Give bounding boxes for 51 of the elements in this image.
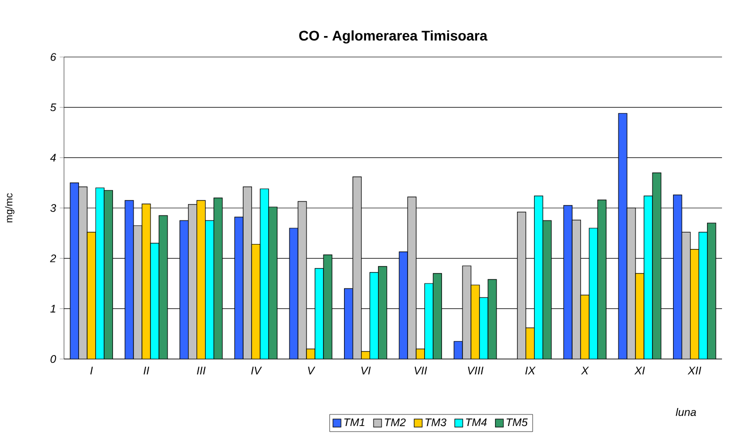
y-tick-label: 2 [50, 254, 56, 262]
legend-label: TM2 [384, 418, 406, 426]
chart-title: CO - Aglomerarea Timisoara [299, 30, 488, 44]
x-tick-label: X [581, 366, 589, 374]
x-tick-label: VI [361, 366, 371, 374]
x-tick-label: IV [251, 366, 262, 374]
bar [534, 196, 544, 359]
x-tick-label: IX [525, 366, 536, 374]
y-tick-label: 6 [50, 53, 56, 61]
bar [407, 196, 416, 359]
bar [597, 200, 606, 359]
bar [682, 232, 691, 359]
bar [188, 204, 198, 359]
bar [572, 220, 581, 359]
bar [424, 283, 434, 359]
y-axis-title: mg/mc [5, 193, 14, 222]
legend-label: TM4 [466, 418, 487, 426]
y-tick-label: 4 [50, 154, 56, 162]
bar [707, 222, 716, 359]
y-tick-label: 0 [50, 355, 56, 363]
x-tick-label: I [90, 366, 93, 374]
bar [214, 198, 223, 359]
bar [95, 188, 104, 359]
x-tick-label: XI [634, 366, 645, 374]
bar [268, 206, 278, 359]
legend-label: TM1 [344, 418, 364, 426]
legend-label: TM5 [506, 418, 528, 426]
bar [378, 266, 388, 359]
bar [78, 186, 88, 359]
bar [205, 220, 214, 359]
bar [242, 186, 252, 359]
y-tick-label: 3 [50, 204, 56, 212]
bar [260, 188, 269, 359]
x-tick-label: XII [688, 366, 702, 374]
bar [542, 220, 552, 359]
x-tick-label: V [308, 366, 316, 374]
x-tick-label: VIII [468, 366, 484, 374]
bar [588, 228, 598, 359]
bar [352, 176, 362, 359]
x-tick-label: III [196, 366, 206, 374]
x-tick-label: II [144, 366, 150, 374]
bar [698, 232, 708, 359]
legend-label: TM3 [425, 418, 446, 426]
bar [517, 212, 526, 359]
bar [370, 272, 379, 359]
y-tick-label: 1 [50, 304, 56, 312]
bar [432, 273, 442, 359]
x-tick-label: VII [414, 366, 428, 374]
y-tick-label: 5 [50, 104, 56, 112]
bar [104, 190, 113, 359]
x-axis-title: luna [676, 408, 696, 416]
